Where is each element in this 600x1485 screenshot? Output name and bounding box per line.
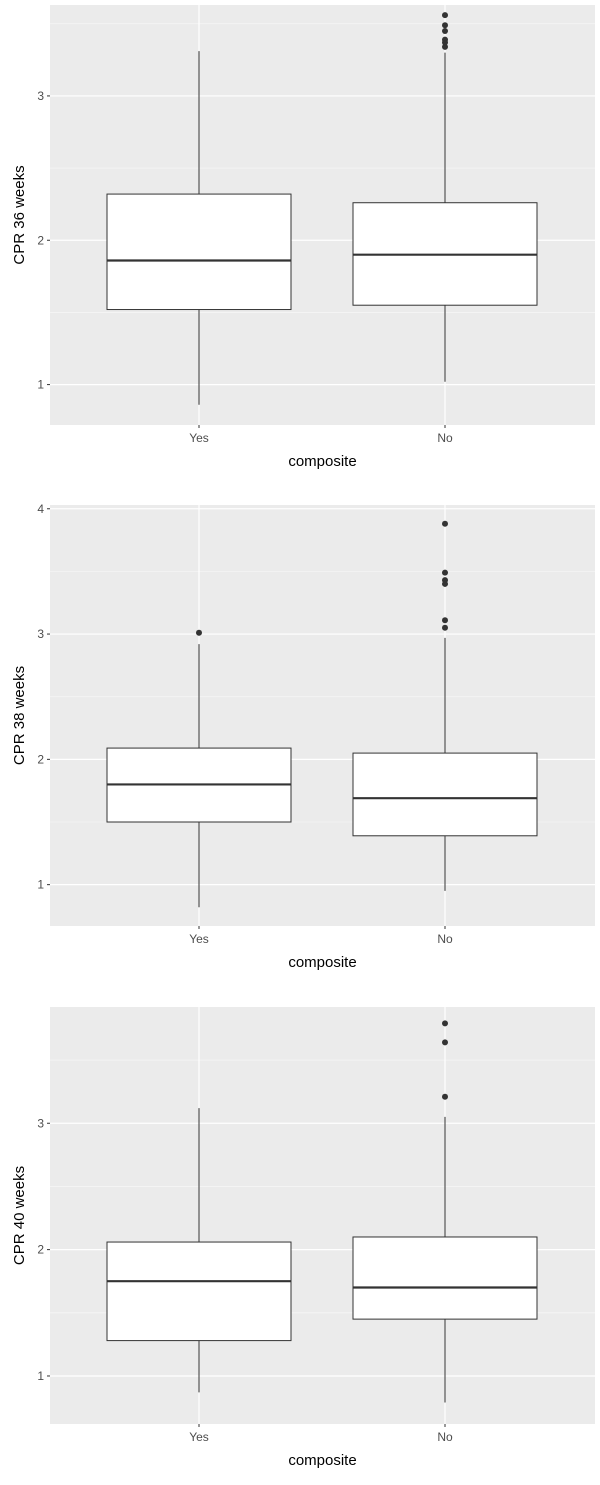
- y-tick-label: 2: [37, 233, 44, 247]
- outlier-point: [442, 577, 448, 584]
- plot-panel: [50, 505, 595, 926]
- y-tick-label: 1: [37, 878, 44, 892]
- outlier-point: [442, 617, 448, 624]
- box-no: [352, 12, 538, 382]
- x-tick-label: No: [437, 1430, 453, 1444]
- y-tick-label: 3: [37, 627, 44, 641]
- x-axis-title: composite: [288, 1452, 356, 1469]
- plot-panel: [50, 1007, 595, 1424]
- outlier-point: [442, 12, 448, 19]
- boxplot-chart-1: 1 2 3 Yes No composite CPR 36 weeks: [11, 5, 595, 470]
- box-no: [352, 1020, 538, 1403]
- outlier-point: [442, 1093, 448, 1100]
- y-axis-title: CPR 40 weeks: [11, 1166, 28, 1265]
- x-tick-label: Yes: [189, 431, 209, 445]
- y-axis-title: CPR 36 weeks: [11, 165, 28, 264]
- box-iqr: [106, 1241, 292, 1342]
- box-iqr: [352, 1236, 538, 1320]
- y-tick-label: 3: [37, 89, 44, 103]
- outlier-point: [442, 43, 448, 50]
- outlier-point: [442, 569, 448, 576]
- y-tick-label: 4: [37, 502, 44, 516]
- x-tick-label: No: [437, 932, 453, 946]
- x-tick-label: Yes: [189, 1430, 209, 1444]
- outlier-point: [442, 22, 448, 29]
- boxplot-chart-3: 1 2 3 Yes No composite CPR 40 weeks: [11, 1007, 595, 1469]
- y-axis-title: CPR 38 weeks: [11, 666, 28, 765]
- outlier-point: [442, 1020, 448, 1027]
- box-yes: [106, 1108, 292, 1393]
- x-axis-title: composite: [288, 954, 356, 971]
- outlier-point: [196, 629, 202, 636]
- outlier-point: [442, 36, 448, 43]
- x-tick-label: Yes: [189, 932, 209, 946]
- box-iqr: [106, 193, 292, 311]
- y-tick-label: 3: [37, 1116, 44, 1130]
- y-tick-label: 2: [37, 752, 44, 766]
- box-iqr: [352, 752, 538, 837]
- outlier-point: [442, 520, 448, 527]
- y-tick-label: 2: [37, 1243, 44, 1257]
- box-no: [352, 520, 538, 891]
- outlier-point: [442, 624, 448, 631]
- outlier-point: [442, 27, 448, 34]
- x-tick-label: No: [437, 431, 453, 445]
- outlier-point: [442, 1039, 448, 1046]
- x-axis-title: composite: [288, 453, 356, 470]
- box-yes: [106, 629, 292, 908]
- boxplot-chart-2: 1 2 3 4 Yes No composite CPR 38 weeks: [11, 502, 595, 971]
- y-tick-label: 1: [37, 1369, 44, 1383]
- box-yes: [106, 51, 292, 405]
- y-tick-label: 1: [37, 378, 44, 392]
